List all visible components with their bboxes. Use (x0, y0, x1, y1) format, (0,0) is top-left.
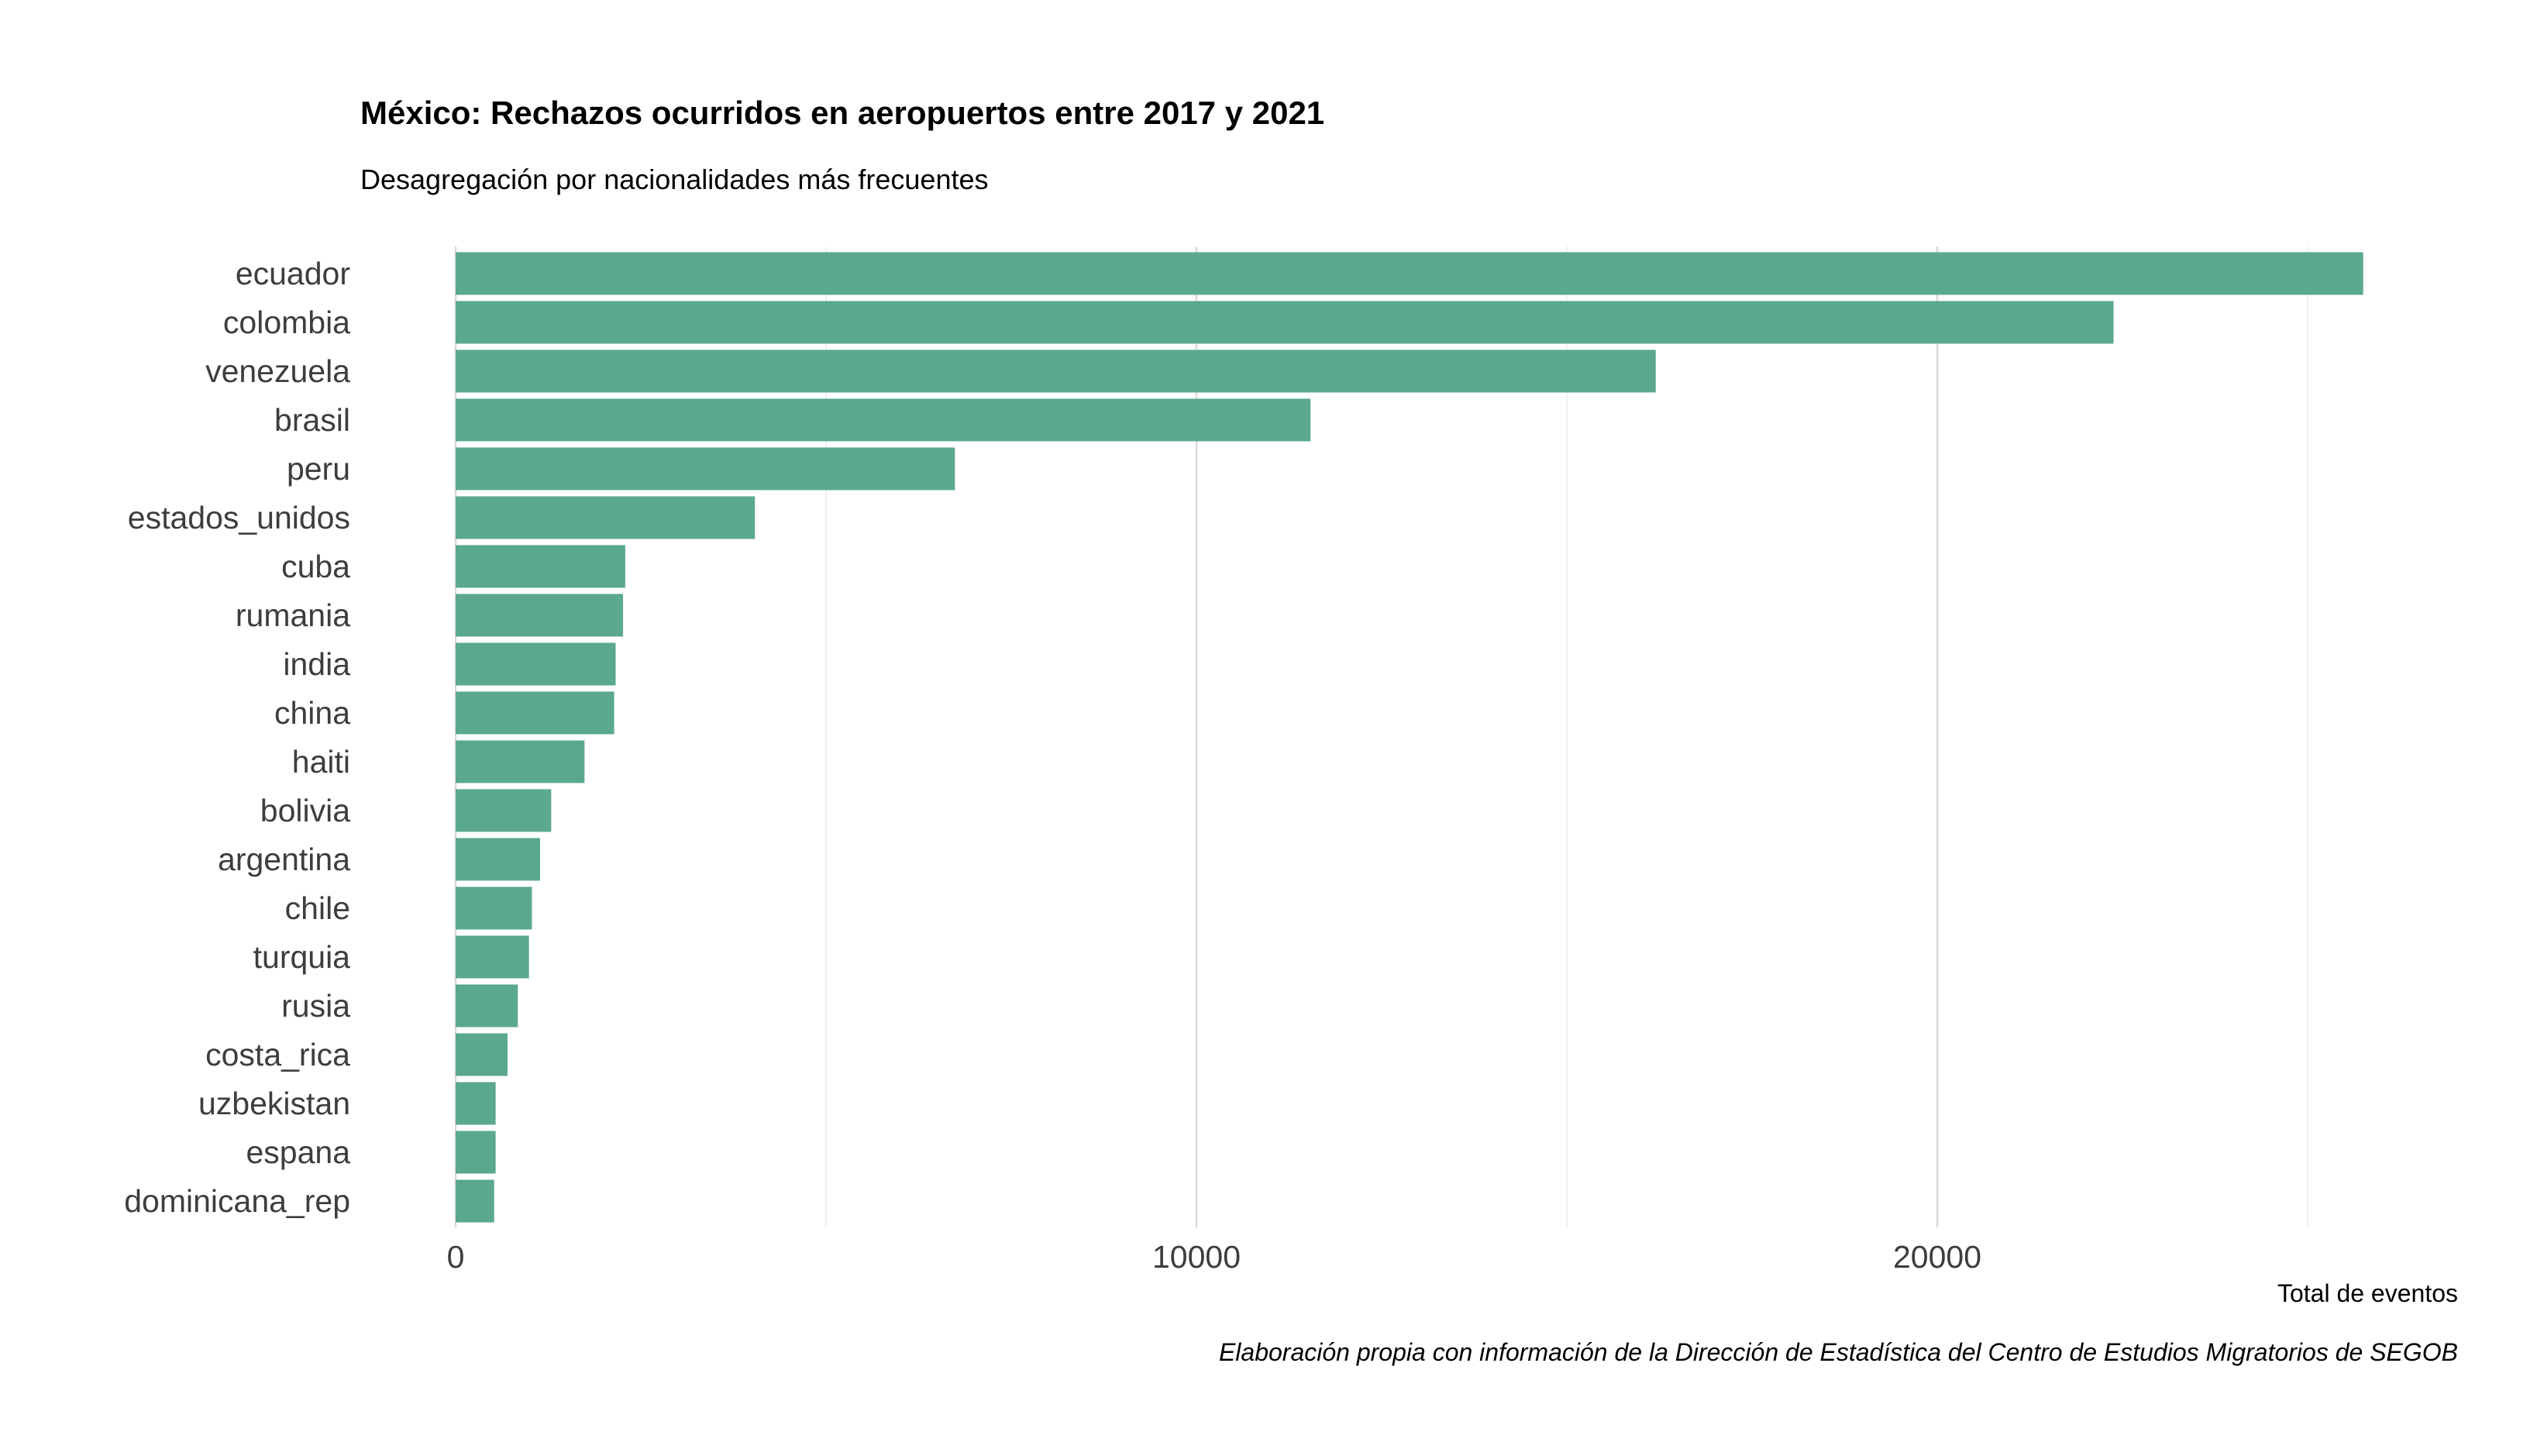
category-label-peru: peru (287, 451, 350, 487)
bar-costa_rica (456, 1033, 508, 1076)
bar-rusia (456, 984, 518, 1027)
category-label-costa_rica: costa_rica (205, 1037, 350, 1072)
x-tick-label: 20000 (1893, 1239, 1981, 1275)
x-axis-label: Total de eventos (2277, 1279, 2458, 1307)
bar-peru (456, 447, 955, 490)
category-label-rumania: rumania (236, 597, 350, 633)
category-label-venezuela: venezuela (205, 353, 350, 389)
bars (456, 252, 2363, 1223)
category-label-uzbekistan: uzbekistan (198, 1086, 350, 1121)
category-label-rusia: rusia (281, 988, 350, 1024)
bar-estados_unidos (456, 496, 756, 539)
bar-chile (456, 886, 532, 930)
bar-india (456, 642, 616, 686)
category-labels: ecuador colombia venezuela brasil peru estado… (124, 256, 350, 1219)
chart-caption: Elaboración propia con información de la… (1219, 1338, 2458, 1366)
bar-argentina (456, 838, 540, 881)
bar-dominicana_rep (456, 1179, 494, 1223)
x-tick-label: 10000 (1152, 1239, 1241, 1275)
x-tick-labels: 0 10000 20000 (447, 1239, 1981, 1275)
category-label-ecuador: ecuador (236, 256, 350, 291)
category-label-argentina: argentina (218, 842, 350, 877)
category-label-estados_unidos: estados_unidos (128, 500, 350, 535)
bar-rumania (456, 594, 624, 637)
category-label-china: china (274, 695, 350, 731)
category-label-haiti: haiti (292, 744, 350, 780)
gridlines (454, 246, 2308, 1227)
category-label-dominicana_rep: dominicana_rep (124, 1183, 350, 1219)
bar-china (456, 691, 614, 735)
category-label-bolivia: bolivia (260, 793, 350, 828)
category-label-colombia: colombia (223, 305, 350, 340)
category-label-cuba: cuba (281, 549, 350, 584)
category-label-espana: espana (246, 1134, 350, 1170)
category-label-brasil: brasil (274, 402, 350, 438)
bar-turquia (456, 935, 529, 979)
chart-subtitle: Desagregación por nacionalidades más fre… (360, 163, 989, 195)
category-label-turquia: turquia (253, 939, 351, 975)
bar-uzbekistan (456, 1082, 496, 1125)
bar-haiti (456, 740, 585, 783)
bar-brasil (456, 398, 1311, 442)
bar-venezuela (456, 349, 1656, 393)
bar-ecuador (456, 252, 2363, 295)
category-label-india: india (283, 646, 350, 682)
x-tick-label: 0 (447, 1239, 465, 1275)
bar-cuba (456, 545, 625, 588)
bar-colombia (456, 301, 2114, 344)
bar-bolivia (456, 789, 552, 832)
chart-title: México: Rechazos ocurridos en aeropuerto… (360, 95, 1324, 131)
category-label-chile: chile (285, 890, 350, 926)
bar-espana (456, 1131, 496, 1174)
